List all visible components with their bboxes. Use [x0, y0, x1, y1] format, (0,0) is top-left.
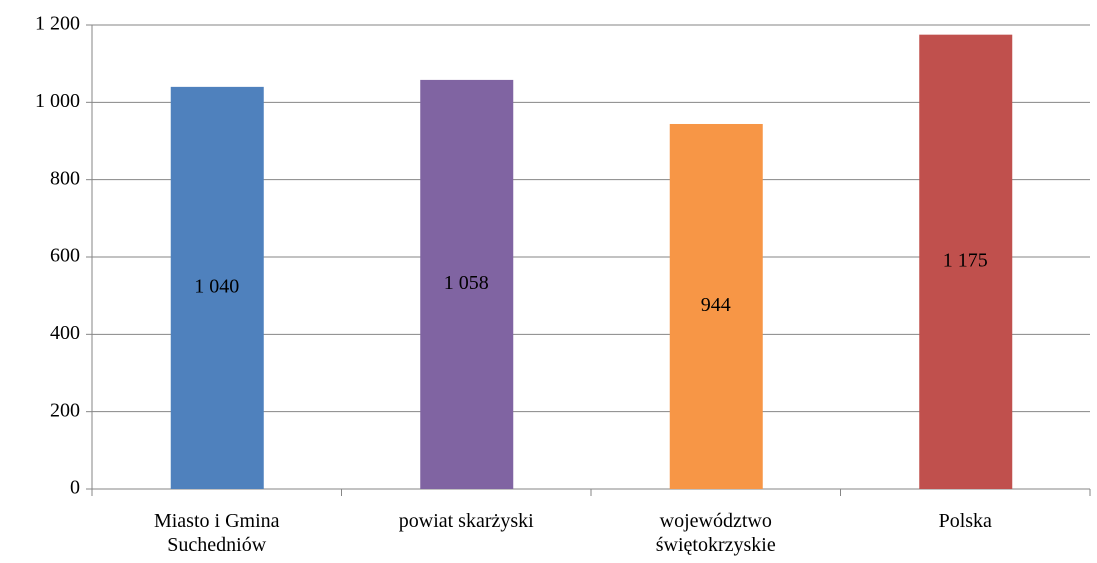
data-label: 1 058 [444, 272, 489, 294]
y-tick-label: 800 [50, 167, 80, 189]
data-label: 1 175 [943, 249, 988, 271]
y-tick-label: 1 200 [35, 13, 80, 35]
bar [170, 86, 264, 489]
x-tick-label: Miasto i Gmina Suchedniów [153, 510, 280, 556]
x-tick-label: Polska [938, 510, 992, 532]
y-tick-label: 0 [70, 477, 80, 499]
y-tick-label: 600 [50, 245, 80, 267]
bar [669, 123, 763, 489]
x-tick-label: województwo świętokrzyskie [655, 510, 776, 556]
y-tick-label: 200 [50, 399, 80, 421]
data-label: 1 040 [194, 276, 239, 298]
y-tick-label: 1 000 [35, 90, 80, 112]
bar [919, 34, 1013, 490]
bar [420, 79, 514, 489]
y-tick-label: 400 [50, 322, 80, 344]
x-tick-label: powiat skarżyski [398, 510, 534, 532]
data-label: 944 [701, 294, 731, 316]
